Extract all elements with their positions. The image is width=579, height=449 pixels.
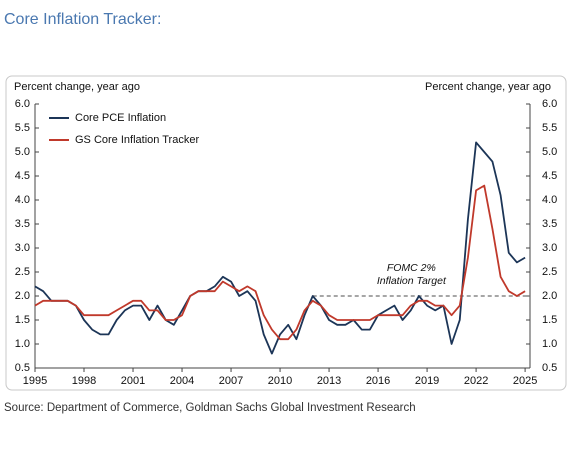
y2-tick-label: 3.5 [542, 218, 557, 230]
x-tick-label: 2001 [121, 375, 145, 387]
y2-tick-label: 2.5 [542, 266, 557, 278]
x-tick-label: 2013 [317, 375, 341, 387]
y-tick-label: 4.5 [15, 170, 30, 182]
x-tick-label: 1995 [23, 375, 47, 387]
x-tick-label: 2007 [219, 375, 243, 387]
source: Source: Department of Commerce, Goldman … [4, 402, 416, 414]
y-tick-label: 1.0 [15, 338, 30, 350]
x-tick-label: 2004 [170, 375, 194, 387]
x-tick-label: 2025 [513, 375, 537, 387]
y2-axis-label: Percent change, year ago [425, 81, 551, 93]
x-tick-label: 2019 [415, 375, 439, 387]
chart-frame [5, 75, 567, 391]
x-tick-label: 2010 [268, 375, 292, 387]
y-tick-label: 1.5 [15, 314, 30, 326]
y-tick-label: 6.0 [15, 98, 30, 110]
chart-title: Core Inflation Tracker: [4, 11, 161, 28]
y2-tick-label: 4.0 [542, 194, 557, 206]
legend-label: Core PCE Inflation [75, 112, 166, 124]
annotation: FOMC 2% [387, 262, 436, 274]
y2-tick-label: 3.0 [542, 242, 557, 254]
y-tick-label: 2.0 [15, 290, 30, 302]
annotation: Inflation Target [377, 275, 447, 287]
y-tick-label: 2.5 [15, 266, 30, 278]
y-tick-label: 4.0 [15, 194, 30, 206]
y-tick-label: 5.0 [15, 146, 30, 158]
legend-label: GS Core Inflation Tracker [75, 134, 199, 146]
x-tick-label: 2016 [366, 375, 390, 387]
y2-tick-label: 1.5 [542, 314, 557, 326]
y2-tick-label: 2.0 [542, 290, 557, 302]
x-tick-label: 1998 [72, 375, 96, 387]
y2-tick-label: 5.0 [542, 146, 557, 158]
y-tick-label: 3.5 [15, 218, 30, 230]
y2-tick-label: 1.0 [542, 338, 557, 350]
y2-tick-label: 6.0 [542, 98, 557, 110]
series-line [34, 141, 526, 355]
x-tick-label: 2022 [464, 375, 488, 387]
series-line [34, 184, 526, 341]
y2-tick-label: 5.5 [542, 122, 557, 134]
y-tick-label: 5.5 [15, 122, 30, 134]
y-axis-label: Percent change, year ago [14, 81, 140, 93]
y2-tick-label: 0.5 [542, 362, 557, 374]
y-tick-label: 0.5 [15, 362, 30, 374]
y2-tick-label: 4.5 [542, 170, 557, 182]
y-tick-label: 3.0 [15, 242, 30, 254]
